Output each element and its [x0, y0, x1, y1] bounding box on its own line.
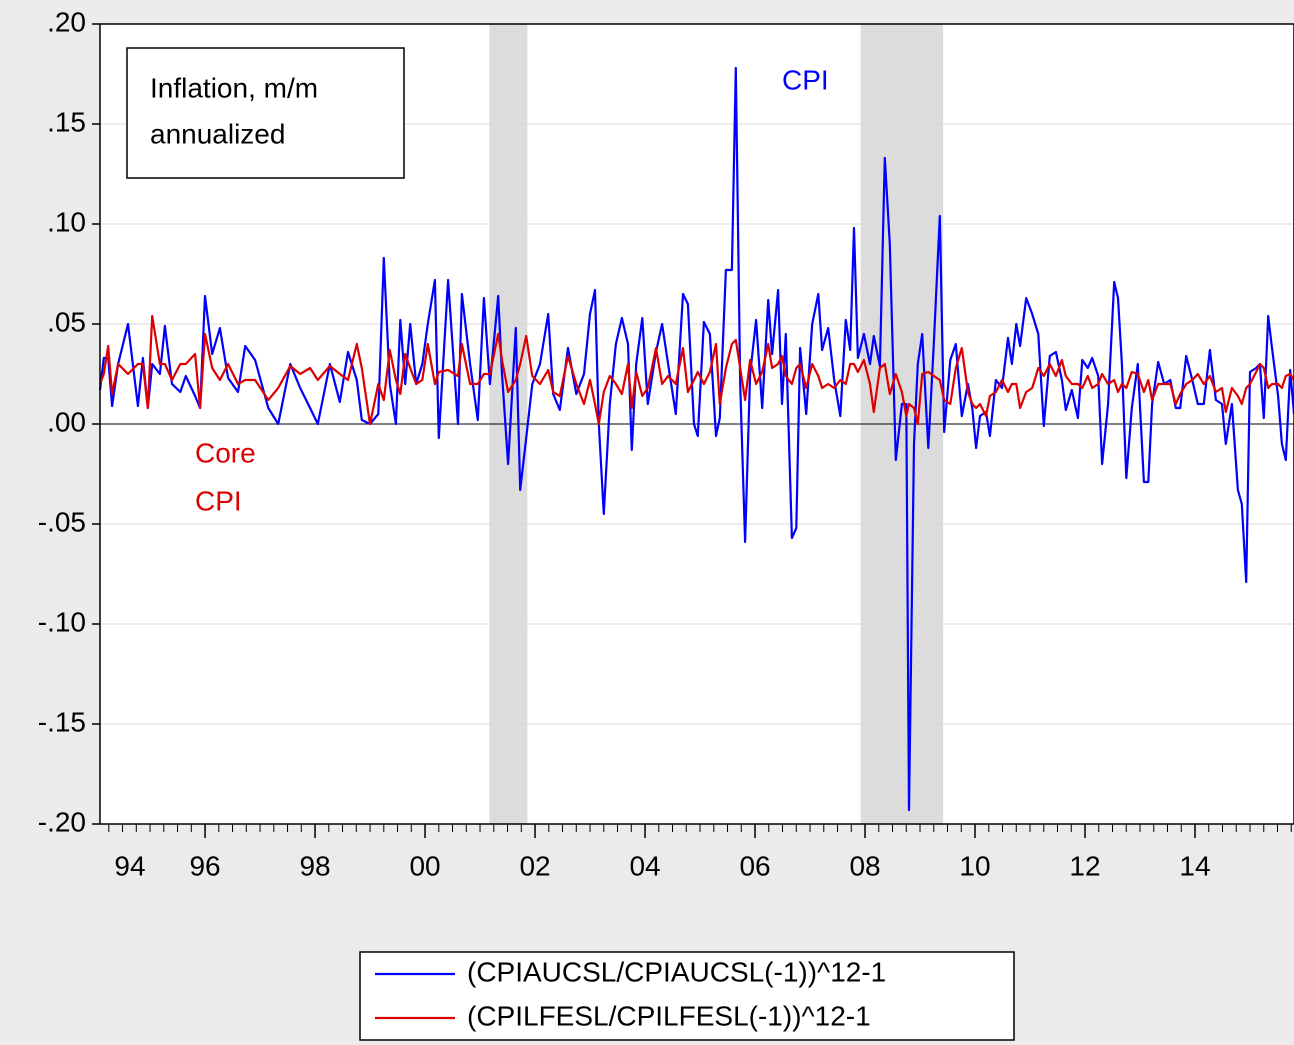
legend-label: (CPIAUCSL/CPIAUCSL(-1))^12-1 [467, 956, 886, 987]
x-tick-label: 94 [114, 850, 145, 881]
x-tick-label: 06 [739, 850, 770, 881]
x-tick-label: 04 [629, 850, 660, 881]
annotation: CPI [782, 64, 829, 95]
annotation: annualized [150, 118, 285, 149]
x-tick-label: 14 [1179, 850, 1210, 881]
x-tick-label: 02 [519, 850, 550, 881]
series-line [98, 66, 1294, 812]
series-line [98, 314, 1294, 426]
y-tick-label: -.15 [38, 706, 86, 737]
y-tick-label: .05 [47, 306, 86, 337]
plot-frame [99, 23, 1294, 825]
y-tick-label: -.10 [38, 606, 86, 637]
x-tick-label: 08 [849, 850, 880, 881]
x-tick-label: 12 [1069, 850, 1100, 881]
annotation: Inflation, m/m [150, 72, 318, 103]
y-tick-label: -.20 [38, 806, 86, 837]
legend [359, 951, 1015, 1041]
annotation-box [126, 47, 405, 179]
x-tick-label: 10 [959, 850, 990, 881]
y-tick-label: .00 [47, 406, 86, 437]
y-tick-label: -.05 [38, 506, 86, 537]
annotation: CPI [195, 485, 242, 516]
annotation: Core [195, 437, 256, 468]
legend-label: (CPILFESL/CPILFESL(-1))^12-1 [467, 1000, 871, 1031]
y-tick-label: .15 [47, 106, 86, 137]
x-tick-label: 00 [409, 850, 440, 881]
y-tick-label: .10 [47, 206, 86, 237]
y-tick-label: .20 [47, 6, 86, 37]
x-tick-label: 96 [189, 850, 220, 881]
x-tick-label: 98 [299, 850, 330, 881]
